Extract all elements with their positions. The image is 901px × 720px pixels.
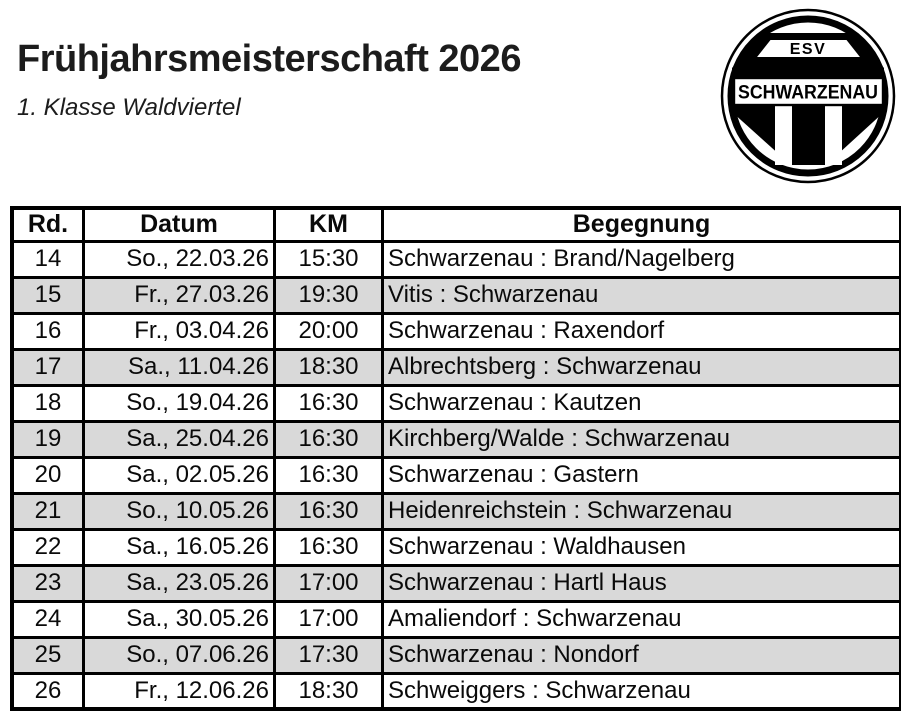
cell-date: Sa., 30.05.26 [82,599,276,639]
table-row: 22 Sa., 16.05.26 16:30 Schwarzenau : Wal… [10,527,901,567]
schedule-table: Rd. Datum KM Begegnung 14 So., 22.03.26 … [10,206,901,711]
cell-round: 22 [10,527,85,567]
cell-round: 21 [10,491,85,531]
header-cell-date: Datum [82,206,276,243]
cell-time: 20:00 [273,311,384,351]
cell-date: Fr., 27.03.26 [82,275,276,315]
cell-round: 15 [10,275,85,315]
cell-time: 16:30 [273,455,384,495]
cell-match: Vitis : Schwarzenau [381,275,901,315]
cell-match: Heidenreichstein : Schwarzenau [381,491,901,531]
table-row: 24 Sa., 30.05.26 17:00 Amaliendorf : Sch… [10,599,901,639]
club-logo-emblem: ESV SCHWARZENAU [720,8,896,184]
cell-round: 24 [10,599,85,639]
club-logo: ESV SCHWARZENAU [713,1,901,191]
table-row: 23 Sa., 23.05.26 17:00 Schwarzenau : Har… [10,563,901,603]
table-row: 14 So., 22.03.26 15:30 Schwarzenau : Bra… [10,239,901,279]
logo-name-text: SCHWARZENAU [738,83,878,104]
logo-name-band [732,76,885,107]
cell-match: Schwarzenau : Nondorf [381,635,901,675]
cell-round: 14 [10,239,85,279]
cell-round: 23 [10,563,85,603]
table-row: 16 Fr., 03.04.26 20:00 Schwarzenau : Rax… [10,311,901,351]
cell-time: 16:30 [273,491,384,531]
cell-time: 17:00 [273,563,384,603]
cell-match: Schwarzenau : Hartl Haus [381,563,901,603]
logo-esv-band [752,38,865,59]
cell-match: Schwarzenau : Raxendorf [381,311,901,351]
cell-round: 17 [10,347,85,387]
cell-match: Kirchberg/Walde : Schwarzenau [381,419,901,459]
logo-pillar-gap-left [775,105,792,165]
cell-time: 16:30 [273,527,384,567]
cell-match: Amaliendorf : Schwarzenau [381,599,901,639]
cell-date: Sa., 25.04.26 [82,419,276,459]
logo-pillar-gap-right [825,105,842,165]
table-row: 19 Sa., 25.04.26 16:30 Kirchberg/Walde :… [10,419,901,459]
table-row: 26 Fr., 12.06.26 18:30 Schweiggers : Sch… [10,671,901,711]
cell-match: Schweiggers : Schwarzenau [381,671,901,711]
header-cell-match: Begegnung [381,206,901,243]
cell-round: 18 [10,383,85,423]
header-cell-round: Rd. [10,206,85,243]
table-header-row: Rd. Datum KM Begegnung [10,206,901,243]
cell-time: 19:30 [273,275,384,315]
cell-time: 18:30 [273,671,384,711]
schedule-table-body: 14 So., 22.03.26 15:30 Schwarzenau : Bra… [10,239,901,711]
cell-match: Schwarzenau : Brand/Nagelberg [381,239,901,279]
cell-date: So., 22.03.26 [82,239,276,279]
table-row: 21 So., 10.05.26 16:30 Heidenreichstein … [10,491,901,531]
cell-round: 19 [10,419,85,459]
cell-date: Fr., 12.06.26 [82,671,276,711]
table-row: 17 Sa., 11.04.26 18:30 Albrechtsberg : S… [10,347,901,387]
table-row: 25 So., 07.06.26 17:30 Schwarzenau : Non… [10,635,901,675]
cell-time: 15:30 [273,239,384,279]
cell-date: Sa., 23.05.26 [82,563,276,603]
cell-time: 16:30 [273,419,384,459]
header-cell-time: KM [273,206,384,243]
cell-date: Fr., 03.04.26 [82,311,276,351]
cell-round: 20 [10,455,85,495]
cell-round: 16 [10,311,85,351]
cell-time: 18:30 [273,347,384,387]
cell-date: Sa., 11.04.26 [82,347,276,387]
page-title: Frühjahrsmeisterschaft 2026 [17,38,521,80]
cell-match: Schwarzenau : Waldhausen [381,527,901,567]
cell-date: So., 10.05.26 [82,491,276,531]
cell-date: Sa., 16.05.26 [82,527,276,567]
cell-date: So., 19.04.26 [82,383,276,423]
cell-match: Schwarzenau : Gastern [381,455,901,495]
cell-round: 26 [10,671,85,711]
page-subtitle: 1. Klasse Waldviertel [17,94,241,121]
logo-esv-text: ESV [790,41,827,58]
cell-match: Albrechtsberg : Schwarzenau [381,347,901,387]
table-row: 18 So., 19.04.26 16:30 Schwarzenau : Kau… [10,383,901,423]
table-row: 15 Fr., 27.03.26 19:30 Vitis : Schwarzen… [10,275,901,315]
table-row: 20 Sa., 02.05.26 16:30 Schwarzenau : Gas… [10,455,901,495]
cell-round: 25 [10,635,85,675]
cell-date: So., 07.06.26 [82,635,276,675]
cell-date: Sa., 02.05.26 [82,455,276,495]
cell-time: 17:00 [273,599,384,639]
cell-match: Schwarzenau : Kautzen [381,383,901,423]
cell-time: 17:30 [273,635,384,675]
cell-time: 16:30 [273,383,384,423]
